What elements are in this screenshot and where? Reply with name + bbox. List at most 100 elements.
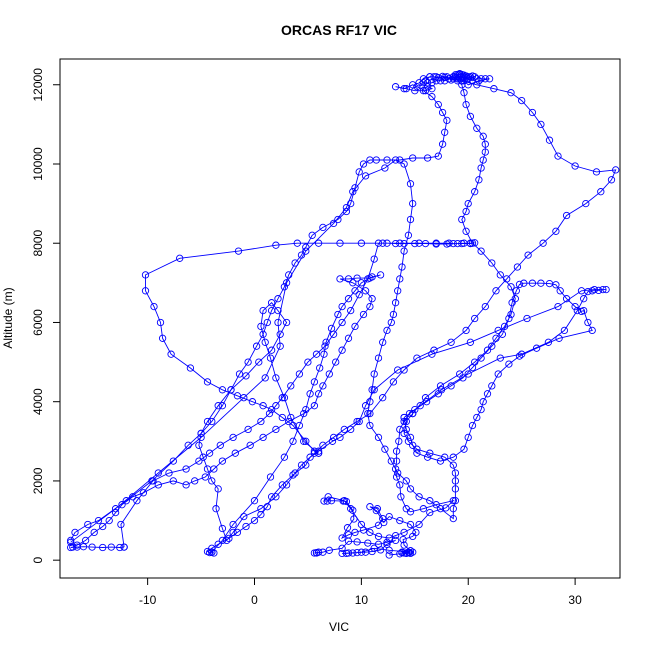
data-point xyxy=(545,136,554,144)
data-point xyxy=(426,73,434,81)
data-point xyxy=(481,302,489,311)
data-point xyxy=(338,544,346,552)
y-tick-label: 12000 xyxy=(31,68,45,102)
data-point xyxy=(182,481,190,489)
data-point xyxy=(397,493,405,501)
data-point xyxy=(396,481,404,489)
series-line xyxy=(70,159,456,543)
data-point xyxy=(556,287,564,295)
data-point xyxy=(323,497,331,505)
data-point xyxy=(560,326,569,335)
data-point xyxy=(488,342,496,350)
data-point xyxy=(374,540,383,548)
x-axis-label: VIC xyxy=(329,620,349,634)
data-point xyxy=(186,364,195,372)
data-point xyxy=(462,73,470,82)
data-point xyxy=(154,481,162,489)
data-point xyxy=(391,156,400,164)
series-layer xyxy=(67,70,620,559)
data-point xyxy=(361,172,370,180)
data-point xyxy=(473,413,481,422)
data-point xyxy=(402,505,410,513)
data-point xyxy=(310,449,319,457)
y-tick-label: 4000 xyxy=(31,388,45,415)
data-point xyxy=(391,531,400,540)
data-point xyxy=(276,342,284,350)
data-point xyxy=(347,306,355,315)
data-point xyxy=(383,540,391,548)
data-point xyxy=(259,402,267,410)
data-point xyxy=(240,394,248,402)
data-point xyxy=(584,318,592,327)
data-point xyxy=(267,306,276,315)
data-point xyxy=(462,100,470,109)
data-point xyxy=(411,239,419,248)
data-point xyxy=(84,520,92,529)
data-point xyxy=(99,522,107,531)
data-point xyxy=(451,485,460,493)
data-point xyxy=(494,370,502,378)
data-point xyxy=(449,514,457,523)
data-point xyxy=(389,310,398,319)
data-point xyxy=(218,457,227,465)
data-point xyxy=(308,231,316,239)
data-point xyxy=(445,75,453,83)
data-point xyxy=(468,421,477,430)
data-point xyxy=(443,73,451,81)
data-point xyxy=(409,548,417,556)
data-point xyxy=(434,152,442,160)
data-point xyxy=(88,543,96,551)
data-point xyxy=(314,548,323,556)
data-point xyxy=(374,532,383,541)
data-point xyxy=(320,350,328,358)
data-point xyxy=(430,346,438,354)
data-point xyxy=(338,302,346,311)
data-point xyxy=(338,534,346,542)
data-point xyxy=(394,287,402,295)
data-point xyxy=(387,457,395,465)
data-point xyxy=(293,239,301,247)
y-tick-label: 10000 xyxy=(31,147,45,181)
x-tick-label: 0 xyxy=(251,593,258,607)
data-point xyxy=(306,453,314,461)
data-point xyxy=(118,501,126,509)
data-point xyxy=(342,203,351,212)
data-point xyxy=(197,433,205,442)
data-point xyxy=(355,168,363,176)
data-point xyxy=(235,370,244,378)
data-point xyxy=(460,89,468,97)
y-tick-label: 2000 xyxy=(31,467,45,494)
data-point xyxy=(218,386,227,394)
data-point xyxy=(336,275,344,283)
data-point xyxy=(359,310,368,319)
data-point xyxy=(580,295,588,303)
data-point xyxy=(507,310,515,319)
data-point xyxy=(391,536,400,545)
data-point xyxy=(385,551,393,559)
data-point xyxy=(507,89,515,97)
data-point xyxy=(234,247,243,255)
data-point xyxy=(302,405,310,414)
data-point xyxy=(261,374,269,382)
series-7 xyxy=(409,71,519,418)
data-point xyxy=(391,465,400,473)
data-point xyxy=(141,271,150,279)
data-point xyxy=(218,524,227,533)
data-point xyxy=(278,394,286,402)
data-point xyxy=(267,346,276,354)
data-point xyxy=(282,318,291,327)
data-point xyxy=(400,413,408,422)
data-point xyxy=(473,124,481,132)
data-point xyxy=(400,528,408,537)
series-line xyxy=(120,242,475,548)
data-point xyxy=(304,358,312,366)
data-point xyxy=(483,346,492,354)
data-point xyxy=(353,538,361,546)
data-point xyxy=(67,538,75,546)
data-point xyxy=(436,382,445,390)
data-point xyxy=(231,449,239,457)
data-point xyxy=(496,354,504,362)
data-point xyxy=(599,285,607,294)
data-point xyxy=(272,493,280,501)
data-point xyxy=(485,75,494,83)
